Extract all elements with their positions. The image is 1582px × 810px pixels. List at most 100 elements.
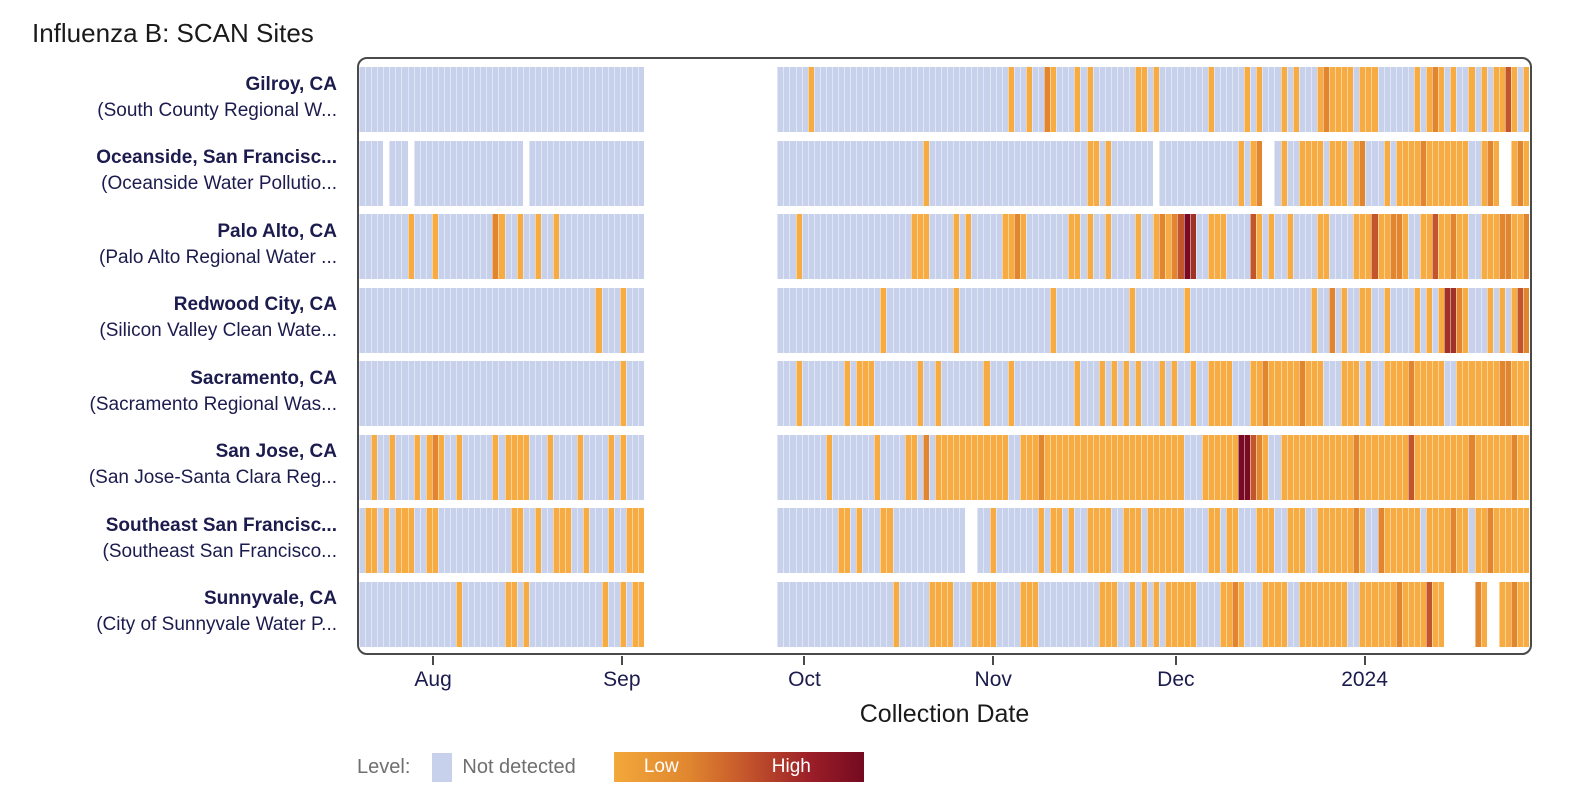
day-cell — [637, 287, 644, 353]
day-cell — [1086, 214, 1093, 279]
day-cell — [1432, 214, 1439, 279]
day-cell — [1426, 508, 1433, 573]
day-cell — [577, 67, 584, 132]
day-cell — [413, 361, 420, 426]
day-cell — [1395, 67, 1402, 132]
day-cell — [1189, 67, 1196, 132]
day-cell — [1104, 361, 1111, 426]
day-cell — [1438, 287, 1445, 353]
day-cell — [1456, 361, 1463, 426]
day-cell — [1371, 361, 1378, 426]
day-cell — [516, 67, 523, 132]
day-cell — [1504, 434, 1511, 500]
day-cell — [1177, 581, 1184, 647]
day-cell — [856, 361, 863, 426]
day-cell — [777, 214, 784, 279]
day-cell — [492, 434, 499, 500]
day-cell — [1523, 434, 1530, 500]
day-cell — [1177, 287, 1184, 353]
day-cell — [831, 581, 838, 647]
day-cell — [904, 361, 911, 426]
day-cell — [510, 140, 517, 206]
day-cell — [559, 287, 566, 353]
day-cell — [371, 508, 378, 573]
day-cell — [1195, 67, 1202, 132]
day-cell — [825, 434, 832, 500]
day-cell — [456, 581, 463, 647]
day-cell — [1007, 214, 1014, 279]
day-cell — [498, 214, 505, 279]
site-facility: (San Jose-Santa Clara Reg... — [88, 467, 337, 488]
day-cell — [431, 361, 438, 426]
day-cell — [880, 140, 887, 206]
day-cell — [1110, 140, 1117, 206]
day-cell — [1116, 67, 1123, 132]
day-cell — [1316, 287, 1323, 353]
day-cell — [1329, 214, 1336, 279]
day-cell — [559, 508, 566, 573]
day-cell — [825, 214, 832, 279]
day-cell — [1274, 581, 1281, 647]
day-cell — [1322, 361, 1329, 426]
day-cell — [1038, 214, 1045, 279]
day-cell — [953, 67, 960, 132]
site-city: Redwood City, CA — [173, 294, 337, 315]
day-cell — [1068, 581, 1075, 647]
day-cell — [844, 140, 851, 206]
day-cell — [1232, 581, 1239, 647]
day-cell — [977, 434, 984, 500]
day-cell — [613, 287, 620, 353]
day-cell — [1395, 140, 1402, 206]
day-cell — [1147, 361, 1154, 426]
day-cell — [631, 434, 638, 500]
day-cell — [1122, 434, 1129, 500]
day-cell — [1426, 287, 1433, 353]
x-axis: Aug Sep Oct Nov Dec 2024 — [357, 655, 1532, 695]
day-cell — [637, 214, 644, 279]
day-cell — [1122, 287, 1129, 353]
day-cell — [1250, 361, 1257, 426]
day-cell — [941, 508, 948, 573]
day-cell — [1347, 361, 1354, 426]
day-cell — [837, 140, 844, 206]
day-cell — [1177, 434, 1184, 500]
day-cell — [1068, 508, 1075, 573]
day-cell — [1274, 434, 1281, 500]
day-cell — [1419, 361, 1426, 426]
day-cell — [589, 140, 596, 206]
day-cell — [831, 508, 838, 573]
day-cell — [456, 67, 463, 132]
day-cell — [383, 214, 390, 279]
day-cell — [1044, 214, 1051, 279]
day-cell — [1122, 67, 1129, 132]
axis-tick-mark — [992, 656, 995, 665]
day-cell — [971, 140, 978, 206]
day-cell — [559, 434, 566, 500]
day-cell — [631, 508, 638, 573]
day-cell — [1462, 434, 1469, 500]
day-cell — [1486, 361, 1493, 426]
day-cell — [1104, 508, 1111, 573]
day-cell — [425, 287, 432, 353]
day-cell — [983, 67, 990, 132]
day-cell — [462, 140, 469, 206]
day-cell — [534, 361, 541, 426]
day-cell — [486, 67, 493, 132]
day-cell — [819, 434, 826, 500]
day-cell — [1286, 140, 1293, 206]
day-cell — [377, 508, 384, 573]
day-cell — [407, 287, 414, 353]
day-cell — [601, 434, 608, 500]
day-cell — [480, 287, 487, 353]
site-label-2: Oceanside, San Francisc... (Oceanside Wat… — [0, 139, 337, 204]
day-cell — [1110, 581, 1117, 647]
axis-tick-mark — [620, 656, 623, 665]
day-cell — [583, 434, 590, 500]
day-cell — [456, 140, 463, 206]
day-cell — [777, 434, 784, 500]
day-cell — [389, 361, 396, 426]
day-cell — [1486, 67, 1493, 132]
day-cell — [874, 287, 881, 353]
day-cell — [389, 434, 396, 500]
day-cell — [1092, 140, 1099, 206]
